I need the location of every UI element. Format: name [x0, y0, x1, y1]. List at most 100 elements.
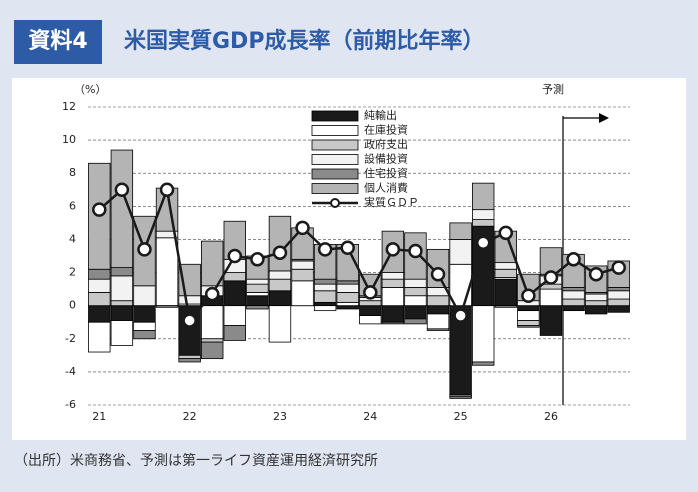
x-tick-label: 26	[544, 410, 558, 423]
bar-segment	[494, 278, 517, 307]
bar-segment	[472, 209, 495, 220]
bar-segment	[110, 267, 134, 277]
legend-label: 政府支出	[364, 137, 408, 151]
bar-segment	[155, 237, 179, 307]
line-point	[137, 242, 152, 257]
bar-segment	[133, 285, 156, 307]
bar-segment	[178, 358, 201, 363]
bar-segment	[291, 280, 314, 307]
bar-segment	[607, 287, 630, 292]
bar-segment	[449, 396, 472, 399]
bar-segment	[88, 292, 111, 307]
y-tick-label: 4	[69, 232, 76, 245]
bar-segment	[539, 305, 563, 336]
legend-swatch	[311, 183, 359, 194]
legend-swatch	[311, 139, 359, 151]
bar-segment	[472, 361, 495, 366]
bar-segment	[336, 292, 359, 303]
line-point	[92, 202, 107, 217]
bar-segment	[110, 300, 134, 307]
legend-marker	[330, 198, 340, 208]
bar-segment	[562, 305, 585, 312]
bar-segment	[584, 293, 608, 302]
bar-segment	[607, 305, 630, 313]
bar-segment	[449, 239, 472, 265]
bar-segment	[472, 219, 495, 227]
bar-segment	[381, 278, 405, 288]
line-point	[543, 270, 559, 285]
bar-segment	[133, 305, 156, 323]
bar-segment	[313, 305, 337, 312]
line-point	[588, 266, 604, 282]
y-tick-label: 12	[62, 100, 76, 113]
line-point	[295, 220, 310, 236]
bar-segment	[494, 305, 517, 308]
legend-swatch	[311, 125, 359, 136]
bar-segment	[246, 295, 269, 307]
bar-segment	[246, 292, 269, 297]
line-point	[430, 266, 446, 282]
legend-swatch	[311, 154, 359, 165]
bar-segment	[404, 295, 427, 307]
bar-segment	[426, 313, 450, 330]
legend-label: 住宅投資	[364, 166, 408, 180]
bar-segment	[268, 270, 292, 280]
bar-segment	[178, 295, 201, 305]
bar-segment	[472, 182, 495, 211]
bar-segment	[110, 305, 134, 321]
line-point	[498, 225, 514, 241]
bar-segment	[223, 325, 246, 341]
bar-segment	[404, 305, 427, 320]
bar-segment	[110, 320, 134, 346]
forecast-arrowhead	[599, 113, 609, 123]
bar-segment	[88, 305, 111, 323]
bar-segment	[201, 240, 224, 287]
bar-segment	[517, 310, 540, 321]
bar-segment	[562, 287, 585, 292]
bar-segment	[336, 280, 359, 285]
bar-segment	[223, 305, 246, 326]
bar-segment	[381, 272, 405, 280]
bar-segment	[88, 321, 111, 353]
bar-segment	[110, 149, 134, 268]
title: 米国実質GDP成長率（前期比年率）	[124, 29, 485, 54]
line-point	[250, 252, 265, 267]
bar-segment	[517, 320, 540, 326]
bar-segment	[584, 300, 608, 307]
bar-segment	[133, 321, 156, 331]
bar-segment	[449, 222, 472, 240]
bar-segment	[517, 305, 540, 312]
line-point	[114, 182, 130, 198]
source: （出所）米商務省、予測は第一ライフ資産運用経済研究所	[14, 453, 378, 469]
bar-segment	[223, 280, 246, 307]
line-point	[521, 288, 536, 303]
bar-segment	[517, 325, 540, 328]
bar-segment	[494, 268, 517, 278]
bar-segment	[178, 354, 201, 360]
line-point	[408, 243, 423, 259]
badge: 資料4	[14, 20, 102, 64]
bar-segment	[223, 272, 246, 282]
x-tick-label: 25	[454, 410, 468, 423]
bar-segment	[359, 305, 382, 317]
bar-segment	[607, 298, 630, 307]
bar-segment	[268, 290, 292, 307]
y-tick-label: -4	[65, 365, 76, 378]
y-tick-label: 0	[69, 299, 76, 312]
line-point	[227, 248, 243, 264]
bar-segment	[110, 275, 134, 302]
bar-segment	[201, 338, 224, 343]
bar-segment	[291, 260, 314, 270]
bar-segment	[246, 305, 269, 310]
bar-segment	[268, 278, 292, 292]
bar-segment	[313, 283, 337, 292]
bar-segment	[201, 305, 224, 340]
bar-segment	[291, 268, 314, 282]
bar-segment	[426, 295, 450, 307]
line-point	[272, 245, 288, 260]
legend-label: 純輸出	[364, 108, 397, 122]
bar-segment	[313, 278, 337, 285]
bar-segment	[313, 290, 337, 303]
